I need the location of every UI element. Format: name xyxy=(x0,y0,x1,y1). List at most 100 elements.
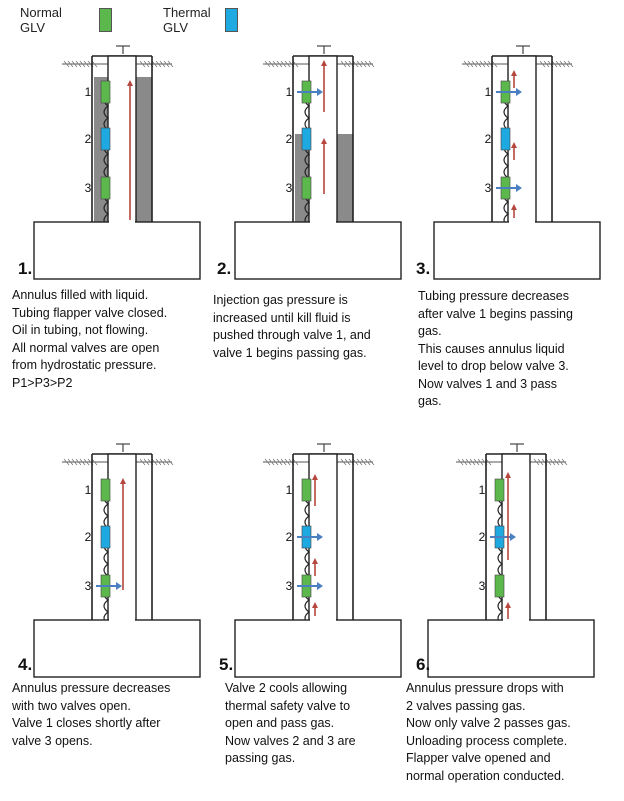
ground-hatch xyxy=(465,458,472,466)
step-number-1: 1. xyxy=(18,259,33,278)
ground-hatch xyxy=(555,60,562,68)
ground-hatch xyxy=(360,458,367,466)
step-description-6: Annulus pressure drops with 2 valves pas… xyxy=(406,680,571,785)
tubing-4 xyxy=(107,453,137,621)
flow-arrowhead-1-panel-5 xyxy=(312,474,318,480)
valve-1-panel-5 xyxy=(301,478,312,502)
tubing-2 xyxy=(308,55,338,223)
well-diagram-2: 1 2 3 xyxy=(234,45,402,280)
step-6-line-4: Unloading process complete. xyxy=(406,733,568,748)
flow-arrowhead-1-panel-3 xyxy=(511,70,517,76)
valve-label-1-panel-3: 1 xyxy=(485,85,492,99)
step-description-2: Injection gas pressure is increased unti… xyxy=(213,292,371,362)
step-3-line-5: level to drop below valve 3. xyxy=(418,359,569,373)
legend-normal-label: Normal GLV xyxy=(20,5,62,35)
flow-arrowhead-2-panel-3 xyxy=(511,142,517,148)
valve-1-panel-1 xyxy=(100,80,111,104)
step-panel-1: 1 2 3 1. Annulus filled with liquid. Tubin… xyxy=(12,42,207,412)
ground-hatch xyxy=(167,60,174,68)
ground-hatch xyxy=(368,60,375,68)
step-panel-5: 1 2 3 5. Valve 2 cools allowing thermal sa… xyxy=(213,440,408,780)
ground-hatch xyxy=(67,458,74,466)
step-3-line-4: This causes annulus liquid xyxy=(418,341,565,356)
step-5-line-1: Valve 2 cools allowing xyxy=(225,681,348,695)
ground-hatch xyxy=(264,458,271,466)
ground-hatch xyxy=(151,60,158,68)
ground-hatch xyxy=(545,458,552,466)
ground-hatch xyxy=(75,458,82,466)
well-diagram-4: 1 2 3 xyxy=(33,443,201,678)
step-2-line-4: valve 1 begins passing gas. xyxy=(213,345,367,360)
step-number-5: 5. xyxy=(219,655,234,674)
ground-hatch xyxy=(276,60,283,68)
step-panel-6: 1 2 3 6. Annulus pressure drops with 2 val… xyxy=(406,440,621,800)
ground-hatch xyxy=(485,458,492,466)
gas-arrowhead-valve-3-panel-4 xyxy=(116,582,122,590)
ground-hatch xyxy=(83,60,90,68)
ground-hatch xyxy=(457,458,464,466)
formation-block-3 xyxy=(433,221,601,280)
legend-normal-label-line1: Normal xyxy=(20,5,62,20)
ground-hatch xyxy=(533,458,540,466)
step-panel-4: 1 2 3 4. Annulus pressure decreases with t… xyxy=(12,440,212,770)
mandrel-wave-1 xyxy=(103,81,109,227)
ground-hatch xyxy=(559,60,566,68)
legend-thermal-swatch xyxy=(225,8,238,32)
step-4-line-4: valve 3 opens. xyxy=(12,733,93,748)
step-number-2: 2. xyxy=(217,259,232,278)
step-1-line-4: All normal valves are open xyxy=(12,340,160,355)
step-3-line-1: Tubing pressure decreases xyxy=(418,289,570,303)
valve-label-2-panel-2: 2 xyxy=(286,132,293,146)
legend-thermal-label-line2: GLV xyxy=(163,20,189,35)
flow-arrowhead-1-panel-4 xyxy=(120,478,126,484)
valve-2-panel-1 xyxy=(100,127,111,151)
gas-arrowhead-valve-1-panel-3 xyxy=(516,88,522,96)
ground-hatch xyxy=(276,458,283,466)
ground-hatch xyxy=(75,60,82,68)
step-description-3: Tubing pressure decreases after valve 1 … xyxy=(418,288,573,411)
step-6-line-6: normal operation conducted. xyxy=(406,768,565,783)
flow-arrowhead-1-panel-1 xyxy=(127,80,133,86)
step-panel-3: 1 2 3 3. Tubing pressure decreases after v… xyxy=(412,42,617,442)
ground-hatch xyxy=(71,60,78,68)
ground-hatch xyxy=(155,458,162,466)
valve-label-1-panel-2: 1 xyxy=(286,85,293,99)
step-3-line-6: Now valves 1 and 3 pass xyxy=(418,376,557,391)
step-description-4: Annulus pressure decreases with two valv… xyxy=(12,680,170,750)
step-number-3: 3. xyxy=(416,259,431,278)
step-5-line-2: thermal safety valve to xyxy=(225,698,351,713)
ground-hatch xyxy=(167,458,174,466)
step-6-line-1: Annulus pressure drops with xyxy=(406,681,564,695)
ground-hatch xyxy=(551,60,558,68)
ground-hatch xyxy=(163,60,170,68)
mandrel-wave-5 xyxy=(304,479,310,625)
step-5-line-3: open and pass gas. xyxy=(225,716,335,730)
step-4-line-3: Valve 1 closes shortly after xyxy=(12,716,161,730)
ground-hatch xyxy=(284,60,291,68)
ground-hatch xyxy=(473,458,480,466)
step-4-line-1: Annulus pressure decreases xyxy=(12,681,171,695)
ground-hatch xyxy=(63,60,70,68)
formation-block-6 xyxy=(427,619,595,678)
step-2-line-2: increased until kill fluid is xyxy=(213,310,351,325)
legend-normal-swatch xyxy=(99,8,112,32)
valve-1-panel-6 xyxy=(494,478,505,502)
ground-hatch xyxy=(67,60,74,68)
ground-hatch xyxy=(159,458,166,466)
ground-hatch xyxy=(549,458,556,466)
ground-hatch xyxy=(364,458,371,466)
ground-hatch xyxy=(352,458,359,466)
step-5-line-5: passing gas. xyxy=(225,751,296,765)
valve-2-panel-3 xyxy=(500,127,511,151)
ground-hatch xyxy=(557,458,564,466)
mandrel-wave-4 xyxy=(103,479,109,625)
ground-hatch xyxy=(292,458,299,466)
ground-hatch xyxy=(272,458,279,466)
legend-thermal-label: Thermal GLV xyxy=(163,5,211,35)
ground-hatch xyxy=(143,458,150,466)
ground-hatch xyxy=(356,458,363,466)
step-description-5: Valve 2 cools allowing thermal safety va… xyxy=(225,680,356,768)
ground-hatch xyxy=(143,60,150,68)
ground-hatch xyxy=(63,458,70,466)
ground-hatch xyxy=(344,60,351,68)
